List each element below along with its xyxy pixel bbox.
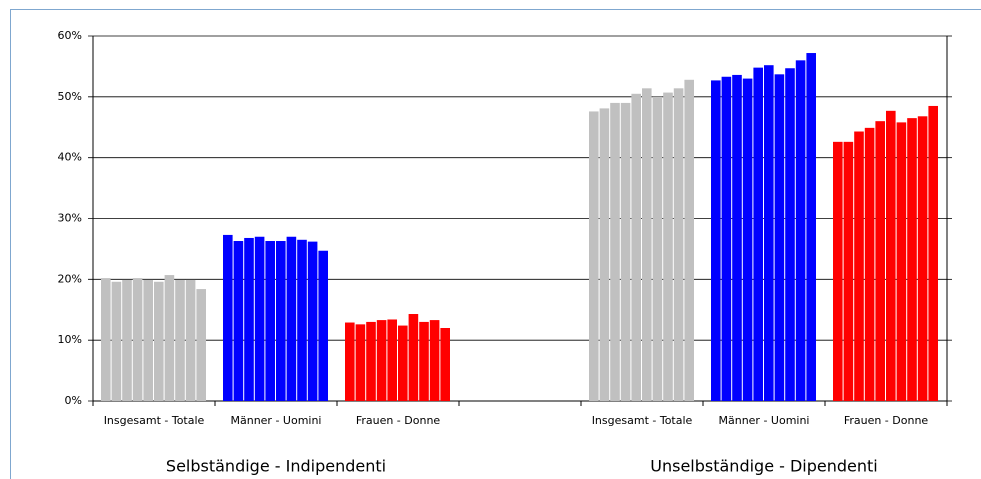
bar <box>599 108 610 402</box>
bar <box>795 60 806 401</box>
bar <box>387 319 397 401</box>
bar <box>886 110 896 401</box>
bar <box>620 102 631 402</box>
bar <box>286 236 297 401</box>
bar <box>663 92 673 401</box>
bar <box>419 321 429 401</box>
bar <box>917 116 928 402</box>
x-tick-label: Männer - Uomini <box>718 414 809 427</box>
y-tick-label: 0% <box>65 394 82 407</box>
bar <box>753 67 763 401</box>
bar <box>132 278 143 401</box>
bar <box>398 325 408 401</box>
bar <box>307 241 318 401</box>
bar <box>366 321 376 401</box>
bar <box>642 88 652 402</box>
bar <box>244 237 254 401</box>
bar <box>589 111 599 401</box>
x-tick-label: Insgesamt - Totale <box>592 414 693 427</box>
bar <box>196 289 206 401</box>
y-tick-label: 20% <box>58 272 82 285</box>
group-label: Unselbständige - Dipendenti <box>650 457 878 476</box>
bar <box>355 324 366 401</box>
bar <box>111 281 122 401</box>
bar <box>276 241 286 401</box>
bar <box>101 278 111 401</box>
bar <box>907 118 917 401</box>
x-tick-label: Insgesamt - Totale <box>104 414 205 427</box>
bar <box>154 281 164 401</box>
x-tick-label: Frauen - Donne <box>844 414 929 427</box>
bar <box>742 78 753 401</box>
bar <box>652 96 663 401</box>
bar <box>631 93 641 402</box>
bar <box>806 53 816 402</box>
bar <box>774 74 785 401</box>
group-label: Selbständige - Indipendenti <box>166 457 386 476</box>
bar <box>684 79 694 402</box>
y-tick-label: 30% <box>58 212 82 225</box>
bar <box>711 80 721 402</box>
y-tick-label: 60% <box>58 29 82 42</box>
bar <box>673 88 684 402</box>
bar <box>233 241 244 401</box>
bar <box>345 322 355 401</box>
bar <box>408 314 419 401</box>
bar <box>843 141 854 401</box>
bar <box>143 279 153 401</box>
bar <box>732 74 742 401</box>
bar <box>376 320 387 401</box>
bar <box>928 105 938 401</box>
bar <box>122 279 132 401</box>
bar <box>429 320 440 401</box>
bar <box>875 121 885 402</box>
x-tick-label: Frauen - Donne <box>356 414 441 427</box>
bar <box>254 236 265 401</box>
bar <box>185 279 196 401</box>
y-tick-label: 40% <box>58 151 82 164</box>
bar <box>610 102 620 402</box>
bar <box>164 275 175 401</box>
y-tick-label: 10% <box>58 333 82 346</box>
bar <box>833 141 843 401</box>
bar <box>440 328 450 401</box>
y-tick-label: 50% <box>58 90 82 103</box>
bar <box>785 68 795 401</box>
frame <box>10 9 981 479</box>
bar <box>896 122 907 401</box>
bar <box>764 65 774 401</box>
bar <box>175 279 185 401</box>
bar <box>854 131 864 401</box>
bar <box>223 234 233 401</box>
bar <box>318 250 328 401</box>
bar <box>297 239 307 401</box>
bar <box>721 76 732 401</box>
bar <box>864 127 875 401</box>
bar <box>265 241 275 401</box>
x-tick-label: Männer - Uomini <box>230 414 321 427</box>
